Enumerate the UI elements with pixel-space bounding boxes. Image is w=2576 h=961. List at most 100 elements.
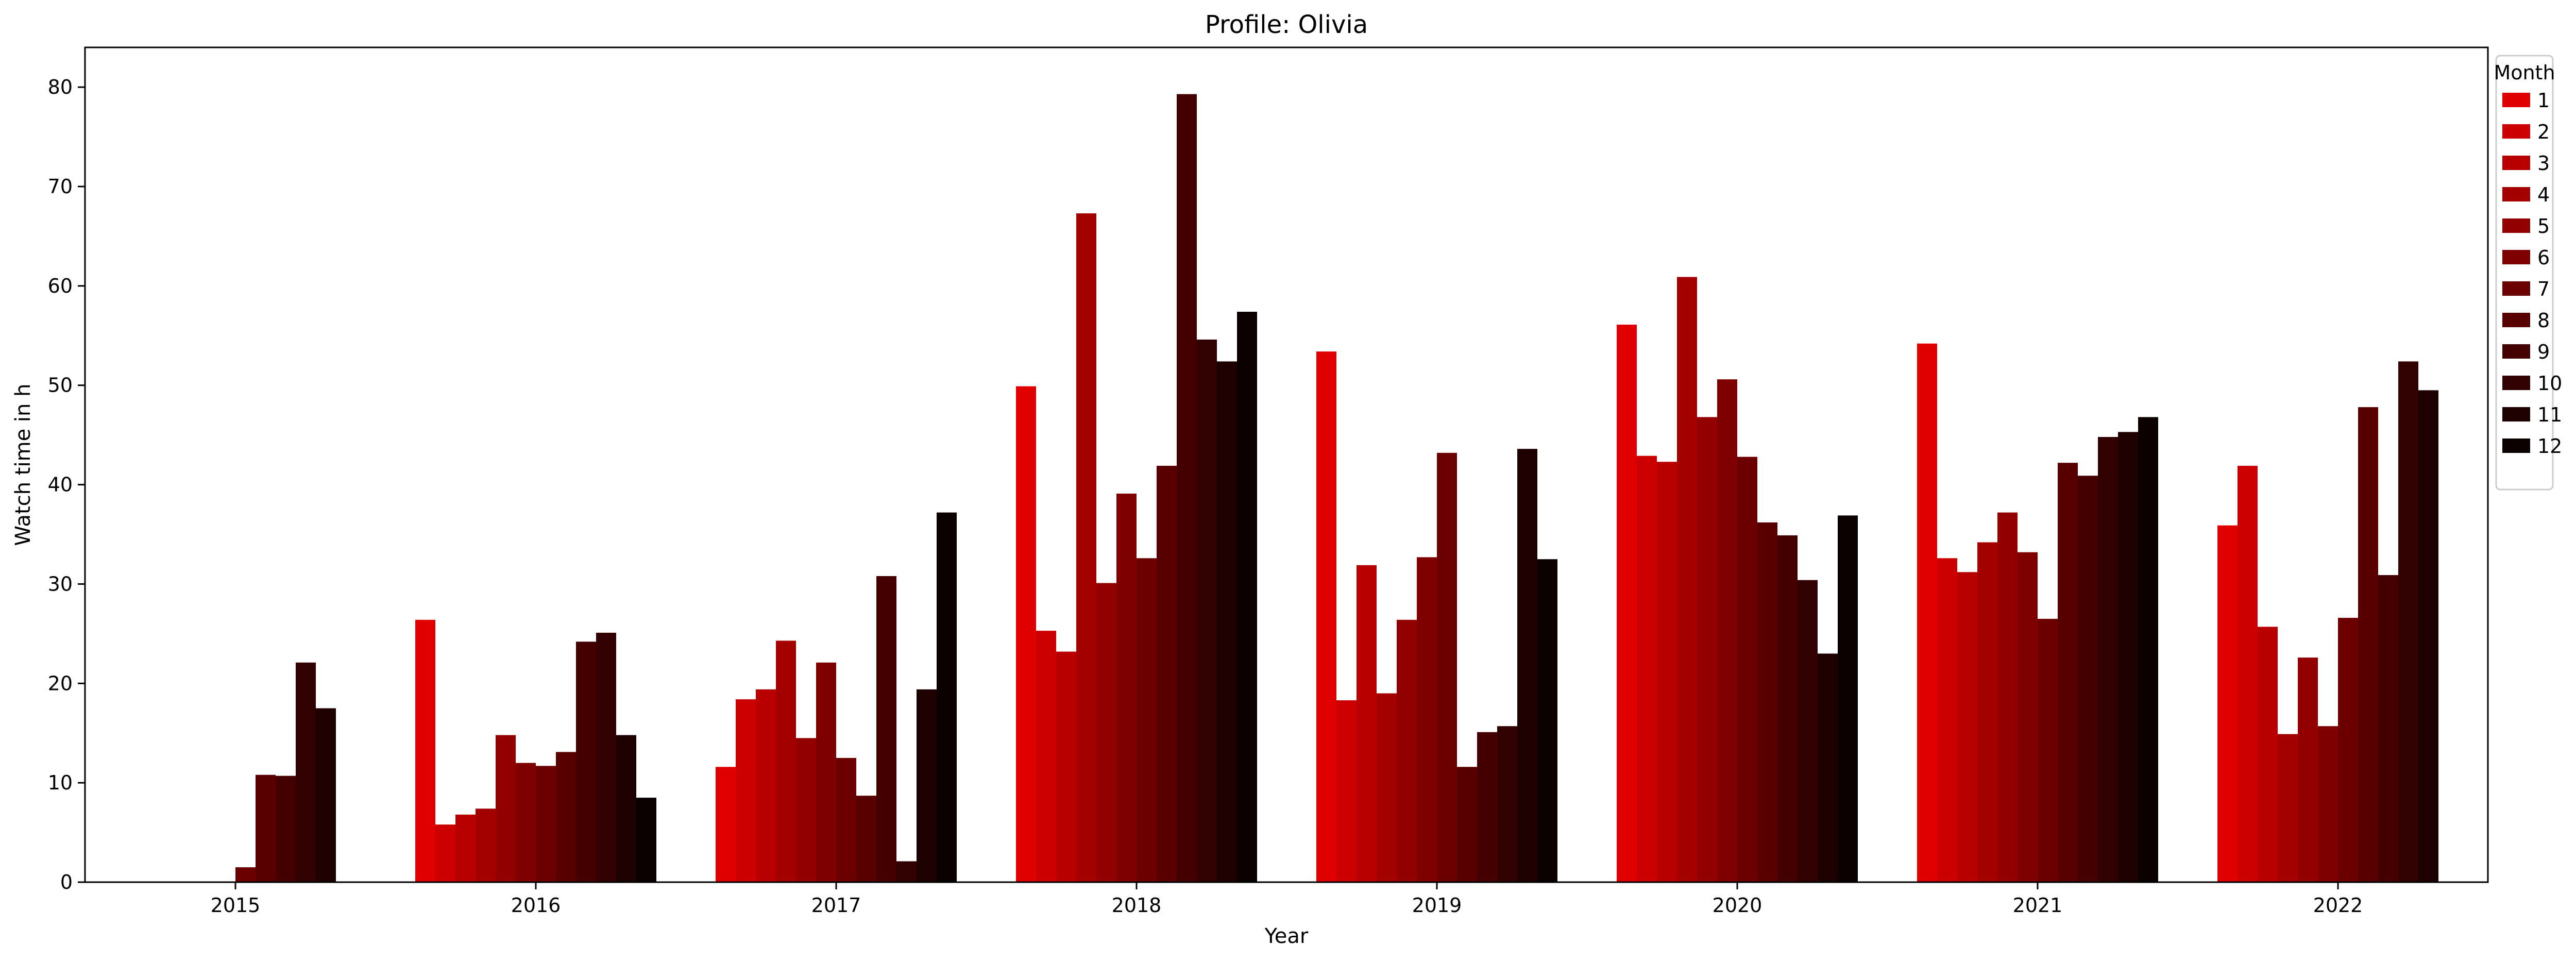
legend-swatch [2502, 124, 2530, 139]
bar-2022-month-11 [2418, 390, 2438, 882]
legend-swatch [2502, 93, 2530, 107]
legend-swatch [2502, 344, 2530, 359]
legend-label: 3 [2537, 152, 2550, 175]
bar-2015-month-10 [296, 662, 316, 882]
y-tick-label: 40 [48, 474, 73, 496]
bar-2019-month-12 [1537, 559, 1557, 882]
legend-label: 10 [2537, 372, 2562, 395]
bars-group [235, 94, 2438, 883]
x-tick-label: 2019 [1412, 894, 1462, 917]
bar-2021-month-2 [1937, 558, 1957, 882]
bar-2017-month-4 [776, 640, 796, 882]
bar-2020-month-5 [1697, 417, 1717, 882]
legend-swatch [2502, 281, 2530, 296]
bar-2019-month-1 [1316, 351, 1336, 883]
bar-2020-month-1 [1617, 325, 1637, 882]
bar-2016-month-11 [616, 735, 636, 882]
bar-2015-month-9 [276, 775, 296, 882]
bar-2016-month-10 [596, 632, 616, 882]
y-tick-label: 20 [48, 672, 73, 695]
bar-2021-month-1 [1917, 343, 1937, 882]
bar-2018-month-12 [1237, 312, 1257, 882]
x-tick-label: 2020 [1713, 894, 1762, 917]
bar-2018-month-7 [1137, 558, 1157, 882]
bar-2016-month-8 [556, 752, 576, 882]
bar-2019-month-8 [1457, 767, 1477, 882]
bar-2016-month-7 [536, 766, 556, 882]
bar-2016-month-5 [496, 735, 516, 882]
legend-label: 7 [2537, 278, 2550, 300]
bar-2020-month-8 [1757, 522, 1777, 882]
bar-2018-month-9 [1177, 94, 1197, 883]
bar-2021-month-11 [2118, 432, 2138, 882]
bar-2016-month-6 [516, 763, 536, 882]
bar-2021-month-7 [2038, 618, 2058, 882]
bar-2019-month-9 [1477, 732, 1497, 882]
bar-2018-month-10 [1197, 340, 1217, 882]
x-tick-label: 2021 [2013, 894, 2063, 917]
bar-2017-month-12 [937, 512, 957, 882]
bar-2022-month-10 [2398, 361, 2418, 882]
bar-2018-month-3 [1056, 651, 1076, 882]
bar-2016-month-3 [455, 814, 476, 882]
bar-2022-month-1 [2217, 525, 2238, 882]
bar-2016-month-1 [415, 619, 435, 882]
bar-2021-month-5 [1997, 512, 2018, 882]
bar-2019-month-3 [1357, 565, 1377, 882]
bar-2020-month-6 [1717, 379, 1737, 882]
bar-2015-month-11 [316, 708, 336, 882]
bar-2019-month-10 [1497, 726, 1517, 882]
x-tick-label: 2018 [1112, 894, 1162, 917]
bar-2019-month-2 [1336, 700, 1357, 882]
bar-2018-month-1 [1016, 386, 1036, 882]
y-tick-label: 0 [60, 871, 73, 893]
bar-2018-month-6 [1116, 493, 1137, 882]
x-tick-label: 2016 [511, 894, 561, 917]
bar-2016-month-12 [636, 798, 656, 882]
legend-label: 11 [2537, 403, 2562, 426]
bar-2016-month-9 [576, 642, 596, 882]
bar-2015-month-8 [256, 774, 276, 882]
x-axis: 2015 2016 2017 2018 2019 2020 2021 2022 [211, 882, 2363, 917]
bar-2020-month-7 [1737, 457, 1757, 882]
bar-2022-month-8 [2358, 407, 2378, 882]
bar-2017-month-11 [917, 689, 937, 882]
legend-label: 12 [2537, 435, 2562, 458]
bar-2021-month-3 [1957, 572, 1977, 882]
x-tick-label: 2022 [2313, 894, 2363, 917]
bar-2018-month-2 [1036, 631, 1056, 882]
bar-2017-month-5 [796, 738, 816, 882]
legend-swatch [2502, 218, 2530, 233]
bar-2022-month-4 [2278, 734, 2298, 882]
bar-2017-month-7 [836, 757, 856, 882]
legend-label: 2 [2537, 121, 2550, 143]
legend-label: 5 [2537, 215, 2550, 238]
bar-2017-month-1 [716, 767, 736, 882]
legend-swatch [2502, 313, 2530, 327]
y-tick-label: 30 [48, 572, 73, 595]
plot-frame [84, 46, 2489, 883]
legend-swatch [2502, 407, 2530, 422]
bar-2019-month-6 [1417, 557, 1437, 882]
bar-2016-month-4 [476, 808, 496, 882]
legend-label: 8 [2537, 309, 2550, 332]
bar-2019-month-5 [1397, 619, 1417, 882]
bar-2017-month-8 [856, 796, 876, 882]
bar-2017-month-3 [756, 689, 776, 882]
bar-2021-month-4 [1977, 542, 1997, 882]
legend-swatch [2502, 187, 2530, 201]
bar-2021-month-8 [2058, 463, 2078, 882]
bar-2016-month-2 [435, 824, 455, 882]
bar-2022-month-3 [2258, 627, 2278, 882]
y-tick-label: 70 [48, 175, 73, 198]
x-tick-label: 2015 [211, 894, 261, 917]
legend-label: 4 [2537, 183, 2550, 206]
bar-2020-month-4 [1677, 277, 1697, 882]
bar-2022-month-2 [2238, 465, 2258, 882]
y-tick-label: 60 [48, 275, 73, 297]
bar-2019-month-7 [1437, 452, 1457, 882]
chart-title: Profile: Olivia [1205, 10, 1368, 39]
bar-2021-month-6 [2018, 552, 2038, 882]
